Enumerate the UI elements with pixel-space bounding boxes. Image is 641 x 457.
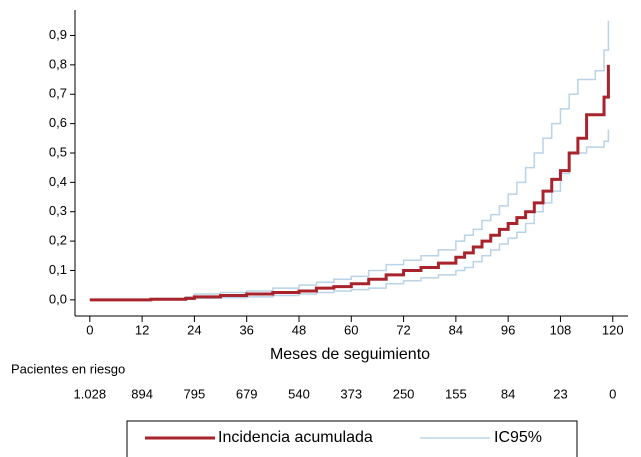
y-tick-label: 0,1 xyxy=(49,262,67,277)
legend-label: Incidencia acumulada xyxy=(218,429,373,446)
risk-count: 795 xyxy=(184,386,206,401)
y-tick-label: 0,6 xyxy=(49,115,67,130)
ci-lower-line xyxy=(89,129,610,301)
x-tick-label: 108 xyxy=(550,322,572,337)
ci-upper-line xyxy=(89,20,610,301)
x-tick-label: 12 xyxy=(135,322,149,337)
y-tick-label: 0,2 xyxy=(49,233,67,248)
risk-count: 373 xyxy=(340,386,362,401)
incidence-line xyxy=(89,64,610,302)
risk-count: 84 xyxy=(501,386,515,401)
y-tick-label: 0,0 xyxy=(49,291,67,306)
y-tick-label: 0,9 xyxy=(49,27,67,42)
y-tick-label: 0,8 xyxy=(49,56,67,71)
risk-table-title: Pacientes en riesgo xyxy=(11,361,125,376)
y-tick-label: 0,7 xyxy=(49,86,67,101)
x-tick-label: 36 xyxy=(239,322,253,337)
risk-count: 1.028 xyxy=(74,386,107,401)
y-tick-label: 0,4 xyxy=(49,174,67,189)
risk-count: 23 xyxy=(553,386,567,401)
risk-count: 894 xyxy=(131,386,153,401)
risk-count: 540 xyxy=(288,386,310,401)
x-axis-title: Meses de seguimiento xyxy=(270,346,430,363)
risk-count: 250 xyxy=(393,386,415,401)
legend-label: IC95% xyxy=(494,429,542,446)
x-tick-label: 24 xyxy=(187,322,201,337)
x-tick-label: 48 xyxy=(292,322,306,337)
x-tick-label: 84 xyxy=(449,322,463,337)
x-tick-label: 72 xyxy=(396,322,410,337)
risk-count: 679 xyxy=(236,386,258,401)
y-tick-label: 0,5 xyxy=(49,144,67,159)
risk-count: 155 xyxy=(445,386,467,401)
x-tick-label: 0 xyxy=(86,322,93,337)
x-tick-label: 60 xyxy=(344,322,358,337)
x-tick-label: 96 xyxy=(501,322,515,337)
risk-count: 0 xyxy=(609,386,616,401)
x-tick-label: 120 xyxy=(602,322,624,337)
y-tick-label: 0,3 xyxy=(49,203,67,218)
